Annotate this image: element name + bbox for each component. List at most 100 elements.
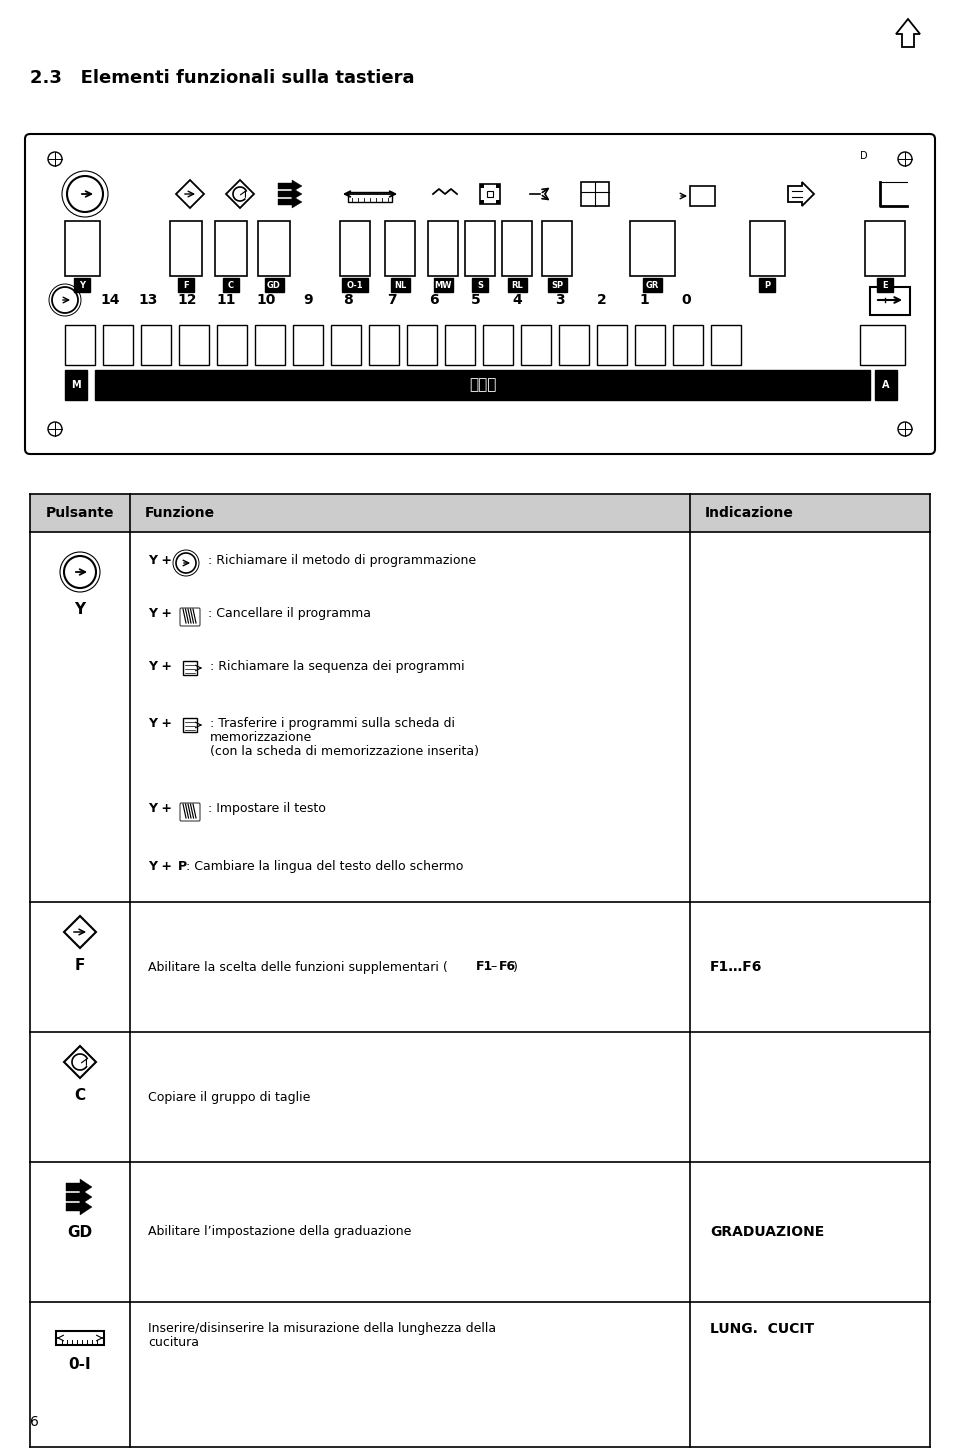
Text: F1: F1	[476, 961, 493, 974]
Text: 6: 6	[30, 1416, 38, 1429]
Bar	[65, 369, 87, 400]
Bar	[521, 325, 551, 365]
Text: : Cambiare la lingua del testo dello schermo: : Cambiare la lingua del testo dello sch…	[186, 861, 464, 872]
Bar	[183, 719, 197, 732]
Bar	[331, 325, 361, 365]
Text: S: S	[477, 281, 483, 290]
Text: D: D	[860, 151, 868, 161]
Text: O-1: O-1	[347, 281, 363, 290]
Bar	[217, 325, 247, 365]
Text: Y: Y	[75, 601, 85, 617]
Text: 0: 0	[682, 293, 691, 307]
Text: 1: 1	[639, 293, 649, 307]
Text: : Cancellare il programma: : Cancellare il programma	[208, 607, 371, 620]
Bar	[547, 278, 566, 293]
Bar	[642, 278, 661, 293]
Bar	[265, 278, 283, 293]
Bar	[434, 278, 452, 293]
Text: NL: NL	[394, 281, 406, 290]
Text: 14: 14	[100, 293, 120, 307]
Text: GD: GD	[267, 281, 281, 290]
Text: A: A	[882, 380, 890, 390]
Bar	[635, 325, 665, 365]
Bar	[179, 325, 209, 365]
Polygon shape	[278, 180, 302, 193]
Text: F1…F6: F1…F6	[710, 961, 762, 974]
Bar	[369, 325, 399, 365]
Text: Y +: Y +	[148, 801, 177, 814]
Text: 6: 6	[429, 293, 439, 307]
Bar	[877, 278, 893, 293]
Bar	[597, 325, 627, 365]
Bar	[472, 278, 488, 293]
Text: Pulsante: Pulsante	[46, 506, 114, 520]
Bar	[178, 278, 194, 293]
Text: : Richiamare la sequenza dei programmi: : Richiamare la sequenza dei programmi	[210, 659, 465, 672]
Text: M: M	[71, 380, 81, 390]
Bar	[65, 325, 95, 365]
Polygon shape	[66, 1190, 92, 1206]
Bar	[340, 222, 370, 275]
Text: 〜〜〜: 〜〜〜	[468, 378, 496, 393]
Text: LUNG.  CUCIT: LUNG. CUCIT	[710, 1321, 814, 1336]
Text: Copiare il gruppo di taglie: Copiare il gruppo di taglie	[148, 1091, 310, 1104]
Bar	[30, 494, 930, 532]
Text: F: F	[183, 281, 189, 290]
Bar	[223, 278, 239, 293]
Text: 10: 10	[256, 293, 276, 307]
Bar	[559, 325, 589, 365]
Text: 8: 8	[343, 293, 353, 307]
Bar	[673, 325, 703, 365]
Text: 0-I: 0-I	[69, 1358, 91, 1372]
Bar	[445, 325, 475, 365]
Text: ): )	[513, 961, 517, 974]
Text: Abilitare l’impostazione della graduazione: Abilitare l’impostazione della graduazio…	[148, 1226, 412, 1239]
Bar	[542, 222, 572, 275]
Bar	[750, 222, 785, 275]
Bar	[496, 184, 500, 188]
Text: 2.3   Elementi funzionali sulla tastiera: 2.3 Elementi funzionali sulla tastiera	[30, 70, 415, 87]
Text: F6: F6	[499, 961, 516, 974]
Text: E: E	[882, 281, 888, 290]
Polygon shape	[278, 188, 302, 200]
Text: 3: 3	[555, 293, 564, 307]
Bar	[348, 193, 392, 201]
Text: F: F	[75, 958, 85, 972]
Text: cucitura: cucitura	[148, 1336, 199, 1349]
Bar	[860, 325, 905, 365]
Bar	[865, 222, 905, 275]
Bar	[56, 1332, 104, 1345]
Bar	[170, 222, 202, 275]
Bar	[343, 278, 368, 293]
Bar	[480, 200, 484, 204]
Text: C: C	[75, 1088, 85, 1103]
Bar	[428, 222, 458, 275]
Text: GRADUAZIONE: GRADUAZIONE	[710, 1224, 825, 1239]
Bar	[759, 278, 775, 293]
Bar	[407, 325, 437, 365]
Bar	[480, 184, 500, 204]
Text: Y +: Y +	[148, 861, 177, 872]
Text: 12: 12	[178, 293, 197, 307]
Bar	[95, 369, 870, 400]
Bar	[875, 369, 897, 400]
Polygon shape	[66, 1198, 92, 1216]
Text: 11: 11	[216, 293, 236, 307]
Bar	[183, 661, 197, 675]
Text: 2: 2	[597, 293, 607, 307]
Text: Y +: Y +	[148, 554, 177, 567]
Text: Y: Y	[79, 281, 85, 290]
Bar	[258, 222, 290, 275]
Text: 4: 4	[512, 293, 522, 307]
Text: Indicazione: Indicazione	[705, 506, 794, 520]
Bar	[496, 200, 500, 204]
Text: (con la scheda di memorizzazione inserita): (con la scheda di memorizzazione inserit…	[210, 745, 479, 758]
Text: : Trasferire i programmi sulla scheda di: : Trasferire i programmi sulla scheda di	[210, 717, 455, 730]
Bar	[103, 325, 133, 365]
Text: : Impostare il testo: : Impostare il testo	[208, 801, 325, 814]
Text: Inserire/disinserire la misurazione della lunghezza della: Inserire/disinserire la misurazione dell…	[148, 1321, 496, 1335]
Polygon shape	[66, 1179, 92, 1195]
Text: GD: GD	[67, 1224, 92, 1240]
Bar	[630, 222, 675, 275]
Text: MW: MW	[434, 281, 452, 290]
